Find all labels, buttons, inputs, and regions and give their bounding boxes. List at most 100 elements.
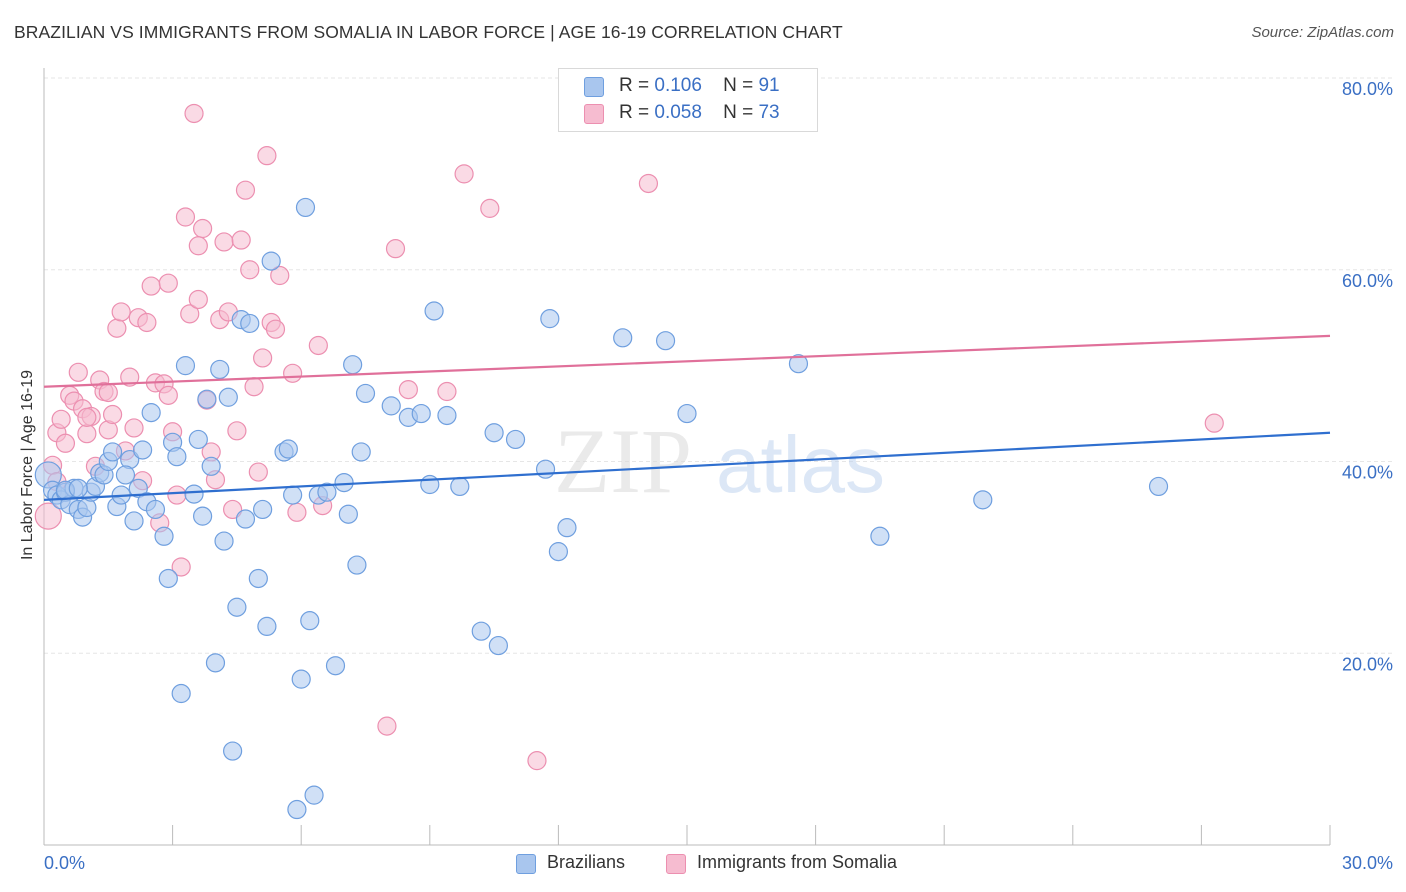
somalia-point <box>167 485 187 505</box>
somalia-point <box>257 146 277 166</box>
brazilians-point <box>218 387 238 407</box>
brazilians-point <box>304 785 324 805</box>
somalia-point <box>34 502 62 530</box>
somalia-point <box>55 433 76 453</box>
somalia-point <box>527 751 547 771</box>
grid-layer <box>44 77 1392 654</box>
brazilians-legend-swatch <box>516 854 536 874</box>
brazilians-point <box>291 669 311 689</box>
brazilians-point <box>188 429 208 450</box>
brazilians-point <box>557 518 577 538</box>
brazilians-point <box>141 403 161 423</box>
somalia-point <box>77 407 97 427</box>
somalia-point <box>240 260 260 280</box>
somalia-point <box>137 312 157 333</box>
somalia-point <box>638 173 659 194</box>
somalia-point <box>107 318 127 338</box>
brazilians-point <box>248 568 268 589</box>
brazilians-point <box>227 597 247 617</box>
brazilians-point <box>257 616 277 637</box>
watermark-zip: ZIP <box>554 410 692 512</box>
brazilians-point <box>278 439 298 459</box>
somalia-point <box>235 180 256 200</box>
brazilians-point <box>347 555 367 575</box>
watermark-layer: ZIP atlas <box>554 410 885 512</box>
brazilians-point <box>253 499 273 520</box>
brazilians-point <box>338 504 358 524</box>
brazilians-point <box>450 476 470 497</box>
brazilians-point <box>145 499 166 520</box>
brazilians-swatch <box>584 77 604 97</box>
somalia-point <box>385 239 406 259</box>
somalia-point <box>102 404 123 425</box>
x-tick-label: 30.0% <box>1342 853 1393 873</box>
brazilians-point <box>205 653 226 673</box>
brazilians-point <box>973 490 993 510</box>
brazilians-point <box>424 301 444 321</box>
brazilians-trend-line <box>43 431 1331 501</box>
brazilians-point <box>655 331 676 351</box>
somalia-trend-line <box>43 334 1331 388</box>
somalia-point <box>77 424 97 444</box>
brazilians-point <box>283 485 303 505</box>
somalia-point <box>287 502 307 522</box>
brazilians-point <box>870 526 890 546</box>
x-tick-label: 0.0% <box>44 853 85 873</box>
y-tick-label: 20.0% <box>1342 654 1393 674</box>
source-label: Source: ZipAtlas.com <box>1251 24 1394 41</box>
somalia-point <box>308 335 328 356</box>
somalia-point <box>188 289 208 310</box>
somalia-point <box>248 462 268 482</box>
chart-title: BRAZILIAN VS IMMIGRANTS FROM SOMALIA IN … <box>14 22 843 42</box>
somalia-point <box>244 377 264 397</box>
somalia-point <box>214 232 234 252</box>
brazilians-point <box>287 799 307 820</box>
brazilians-point <box>214 531 234 551</box>
somalia-point <box>171 557 191 577</box>
brazilians-point <box>128 478 148 498</box>
trend-layer <box>43 334 1331 501</box>
legend-label-somalia: Immigrants from Somalia <box>697 852 898 872</box>
somalia-point <box>180 304 200 324</box>
brazilians-point <box>240 313 260 334</box>
stats-text-somalia: R = 0.058 N = 73 <box>619 102 780 124</box>
brazilians-point <box>300 611 320 631</box>
n-value: 91 <box>758 75 780 96</box>
brazilians-point <box>437 405 457 426</box>
brazilians-point <box>175 356 196 376</box>
brazilians-point <box>167 447 187 467</box>
brazilians-point <box>193 506 213 526</box>
brazilians-point <box>184 484 204 504</box>
brazilians-point <box>115 465 136 485</box>
brazilians-point <box>334 472 354 493</box>
y-tick-label: 40.0% <box>1342 463 1393 483</box>
brazilians-point <box>158 568 178 589</box>
somalia-point <box>184 103 204 124</box>
r-value: 0.106 <box>654 75 702 96</box>
somalia-point <box>377 716 397 736</box>
legend-label-brazilians: Brazilians <box>547 852 626 872</box>
somalia-point <box>188 236 208 256</box>
brazilians-point <box>132 440 153 460</box>
brazilians-point <box>223 741 243 761</box>
somalia-point <box>111 302 131 322</box>
brazilians-point <box>124 511 144 531</box>
r-label: R = <box>619 102 650 123</box>
somalia-point <box>51 409 71 429</box>
somalia-point <box>283 363 303 383</box>
brazilians-point <box>325 656 346 676</box>
brazilians-point <box>261 251 281 271</box>
n-label: N = <box>723 102 754 123</box>
brazilians-point <box>484 423 504 443</box>
somalia-point <box>158 385 178 405</box>
brazilians-point <box>197 389 217 409</box>
brazilians-point <box>471 621 491 641</box>
somalia-point <box>253 348 273 368</box>
n-value: 73 <box>758 102 780 123</box>
somalia-point <box>454 164 474 184</box>
somalia-point <box>270 265 290 286</box>
brazilians-point <box>1148 476 1169 497</box>
somalia-point <box>120 367 140 387</box>
somalia-point <box>265 319 286 339</box>
